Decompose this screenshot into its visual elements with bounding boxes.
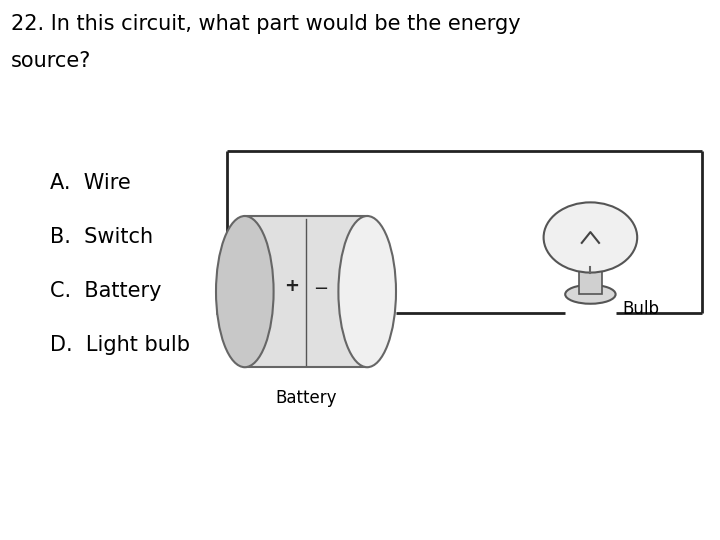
Text: source?: source?: [11, 51, 91, 71]
Text: 22. In this circuit, what part would be the energy: 22. In this circuit, what part would be …: [11, 14, 521, 33]
Text: C.  Battery: C. Battery: [50, 281, 162, 301]
Bar: [579, 267, 602, 294]
Ellipse shape: [338, 216, 396, 367]
Bar: [245, 216, 367, 367]
Ellipse shape: [565, 285, 616, 303]
Text: −: −: [312, 280, 328, 298]
Text: Battery: Battery: [275, 389, 337, 407]
Text: Bulb: Bulb: [623, 300, 660, 318]
Text: A.  Wire: A. Wire: [50, 173, 131, 193]
Text: B.  Switch: B. Switch: [50, 227, 153, 247]
Text: D.  Light bulb: D. Light bulb: [50, 335, 190, 355]
Circle shape: [544, 202, 637, 273]
Ellipse shape: [216, 216, 274, 367]
Text: +: +: [284, 277, 299, 295]
